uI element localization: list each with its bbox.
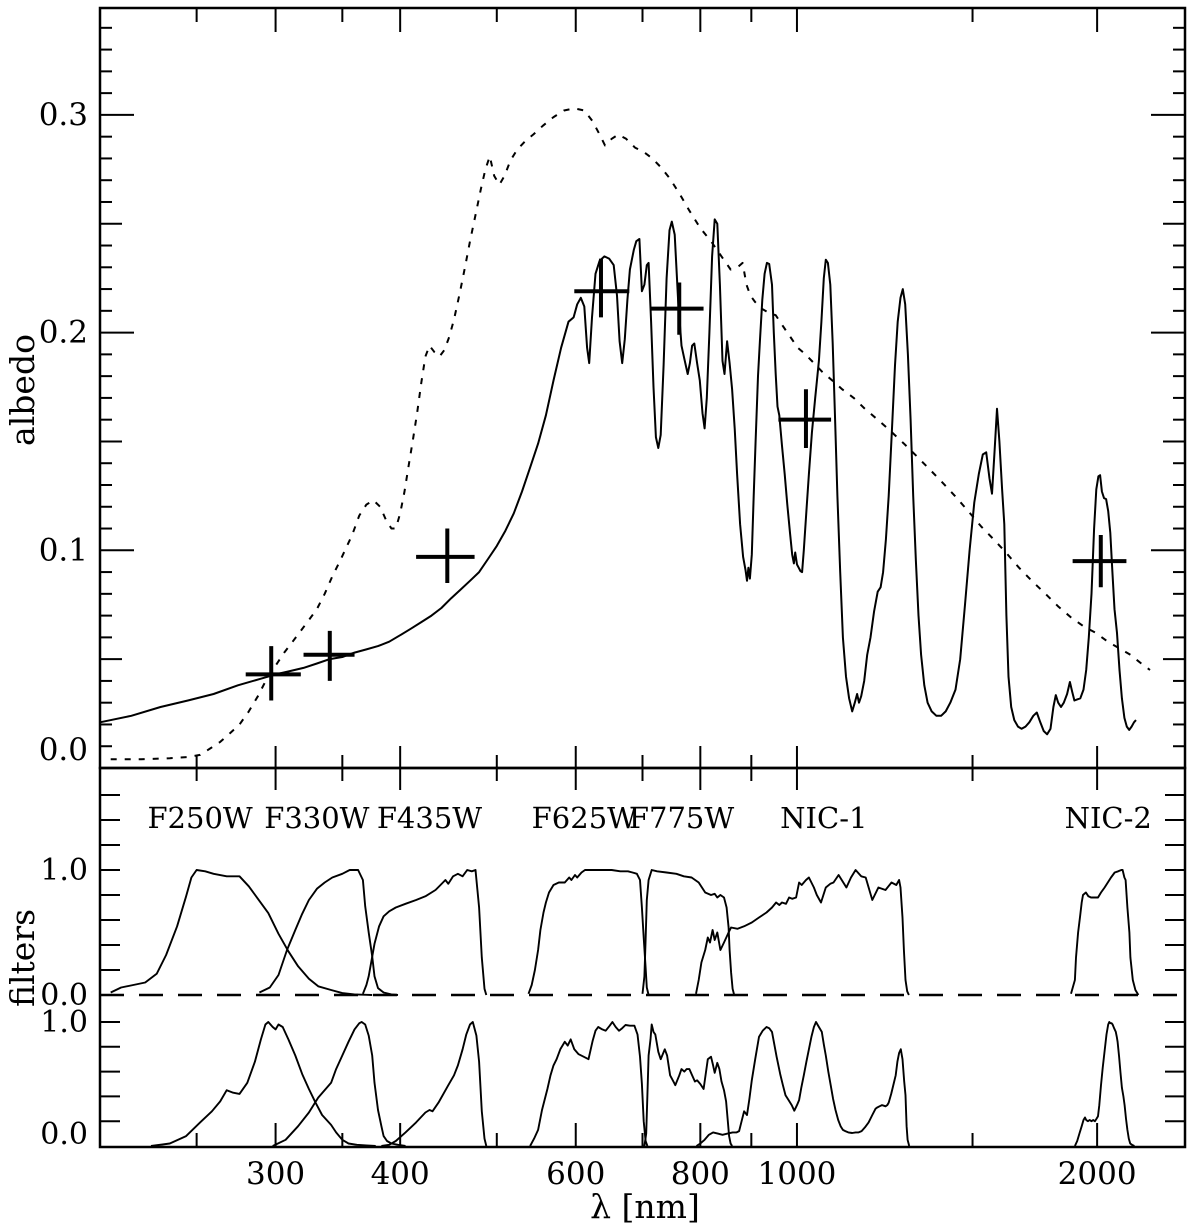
photometry-cross-F625W <box>574 258 630 318</box>
filters-row1-zero-label: 0.0 <box>40 978 88 1013</box>
albedo-axis-title: albedo <box>3 334 42 446</box>
F250W-throughput <box>110 869 373 996</box>
F775W-effective <box>643 1023 733 1147</box>
filter-label-F250W: F250W <box>147 801 252 835</box>
x-axis-tick-label: 1000 <box>758 1156 837 1192</box>
photometry-cross-F330W <box>303 630 355 681</box>
filter-label-F330W: F330W <box>264 801 369 835</box>
x-axis-tick-label: 300 <box>246 1156 305 1192</box>
F435W-throughput <box>362 869 488 996</box>
filter-label-NIC-2: NIC-2 <box>1065 801 1152 835</box>
x-axis-tick-label: 400 <box>371 1156 430 1192</box>
F625W-throughput <box>527 869 650 996</box>
NIC-2-throughput <box>1070 869 1140 996</box>
F250W-effective <box>150 1021 376 1147</box>
filters-row1-one-label: 1.0 <box>40 853 88 888</box>
x-axis-tick-label: 600 <box>546 1156 605 1192</box>
photometry-cross-F435W <box>416 528 475 583</box>
photometry-cross-F250W <box>245 646 301 701</box>
filters-row2-one-label: 1.0 <box>40 1005 88 1040</box>
filter-label-F625W: F625W <box>532 801 637 835</box>
F330W-throughput <box>258 869 399 996</box>
NIC-1-effective <box>695 1021 911 1147</box>
F330W-effective <box>272 1021 406 1147</box>
filters-row2-zero-label: 0.0 <box>40 1117 88 1152</box>
filters-axis-title: filters <box>3 909 42 1007</box>
albedo-y-tick-label: 0.2 <box>39 315 88 351</box>
filter-label-F775W: F775W <box>629 801 734 835</box>
NIC-2-effective <box>1074 1021 1135 1147</box>
x-axis-tick-label: 800 <box>671 1156 730 1192</box>
F625W-effective <box>529 1021 649 1147</box>
F435W-effective <box>381 1021 488 1147</box>
photometry-cross-NIC-2 <box>1072 535 1127 588</box>
albedo-y-tick-label: 0.1 <box>39 532 88 568</box>
albedo-spectrum-solid <box>99 218 1137 736</box>
x-axis-tick-label: 2000 <box>1058 1156 1137 1192</box>
albedo-panel-frame <box>98 6 1187 770</box>
filter-label-NIC-1: NIC-1 <box>780 801 867 835</box>
photometry-cross-NIC-1 <box>778 389 832 448</box>
albedo-y-tick-label: 0.0 <box>39 732 88 768</box>
albedo-comparison-dotted <box>110 107 1151 761</box>
x-axis-title: λ [nm] <box>590 1187 700 1226</box>
filter-label-F435W: F435W <box>377 801 482 835</box>
photometry-cross-F775W <box>651 282 704 335</box>
albedo-y-tick-label: 0.3 <box>39 97 88 133</box>
NIC-1-throughput <box>695 869 910 996</box>
F775W-throughput <box>641 869 736 996</box>
